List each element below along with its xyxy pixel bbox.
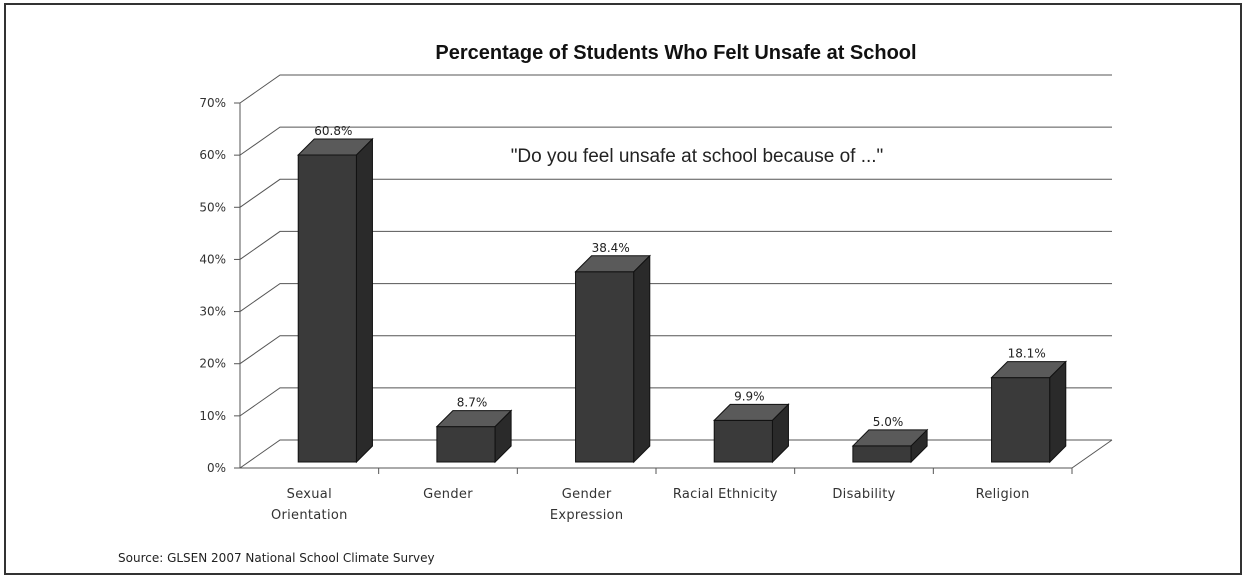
y-tick-label: 60%	[199, 148, 226, 162]
gridline	[239, 439, 1112, 469]
x-category-label: Orientation	[271, 508, 348, 523]
bar-front	[991, 377, 1051, 463]
bar-front	[575, 271, 635, 463]
bar	[851, 428, 929, 464]
bar-side	[1049, 360, 1067, 464]
y-tick-label: 40%	[199, 252, 226, 266]
x-category-label: Religion	[976, 487, 1030, 502]
y-tick-label: 20%	[199, 357, 226, 371]
y-tick-label: 50%	[199, 200, 226, 214]
bar-side	[771, 403, 789, 464]
chart-title: Percentage of Students Who Felt Unsafe a…	[435, 42, 916, 64]
y-tick-label: 30%	[199, 305, 226, 319]
x-category-label: Disability	[832, 487, 895, 502]
x-category-label: Gender	[562, 487, 612, 502]
bar	[297, 137, 374, 464]
gridline	[239, 335, 1112, 365]
gridline	[239, 283, 1112, 312]
x-axis-labels: Sexual Orientation Gender Gender Expression R…	[271, 468, 1073, 523]
data-labels: 60.8% 8.7% 38.4% 9.9% 5.0% 18.1%	[314, 124, 1045, 429]
bar-side	[633, 254, 651, 464]
gridline	[239, 126, 1112, 156]
data-label: 38.4%	[592, 241, 630, 255]
bar-front	[713, 419, 773, 463]
y-tick-label: 10%	[199, 409, 226, 423]
y-tick-label: 70%	[199, 96, 226, 110]
data-label: 60.8%	[314, 124, 352, 138]
chart-subtitle: "Do you feel unsafe at school because of…	[511, 146, 884, 167]
gridline	[239, 74, 1112, 104]
bar-side	[910, 428, 928, 464]
gridline	[239, 387, 1112, 417]
bar-front	[436, 426, 496, 463]
gridline	[239, 230, 1112, 260]
bar	[435, 409, 513, 464]
data-label: 5.0%	[873, 415, 904, 429]
y-axis-ticks: 0% 10% 20% 30% 40% 50% 60% 70%	[199, 96, 240, 475]
bar	[713, 403, 790, 464]
data-label: 9.9%	[734, 389, 765, 403]
gridline	[239, 178, 1112, 208]
data-label: 18.1%	[1008, 347, 1046, 361]
bar-front	[297, 154, 357, 463]
y-tick-label: 0%	[207, 461, 226, 475]
data-label: 8.7%	[457, 396, 488, 410]
bar	[574, 254, 651, 464]
bars	[297, 137, 1067, 464]
x-category-label: Gender	[423, 487, 473, 502]
x-category-label: Sexual	[287, 487, 332, 502]
source-note: Source: GLSEN 2007 National School Clima…	[118, 551, 435, 565]
x-category-label: Racial Ethnicity	[673, 487, 778, 502]
bar	[990, 360, 1067, 464]
bar-front	[852, 445, 912, 463]
bar-side	[355, 137, 373, 464]
bar-side	[494, 409, 512, 464]
floor-edge	[1071, 439, 1113, 469]
x-category-label: Expression	[550, 508, 624, 523]
